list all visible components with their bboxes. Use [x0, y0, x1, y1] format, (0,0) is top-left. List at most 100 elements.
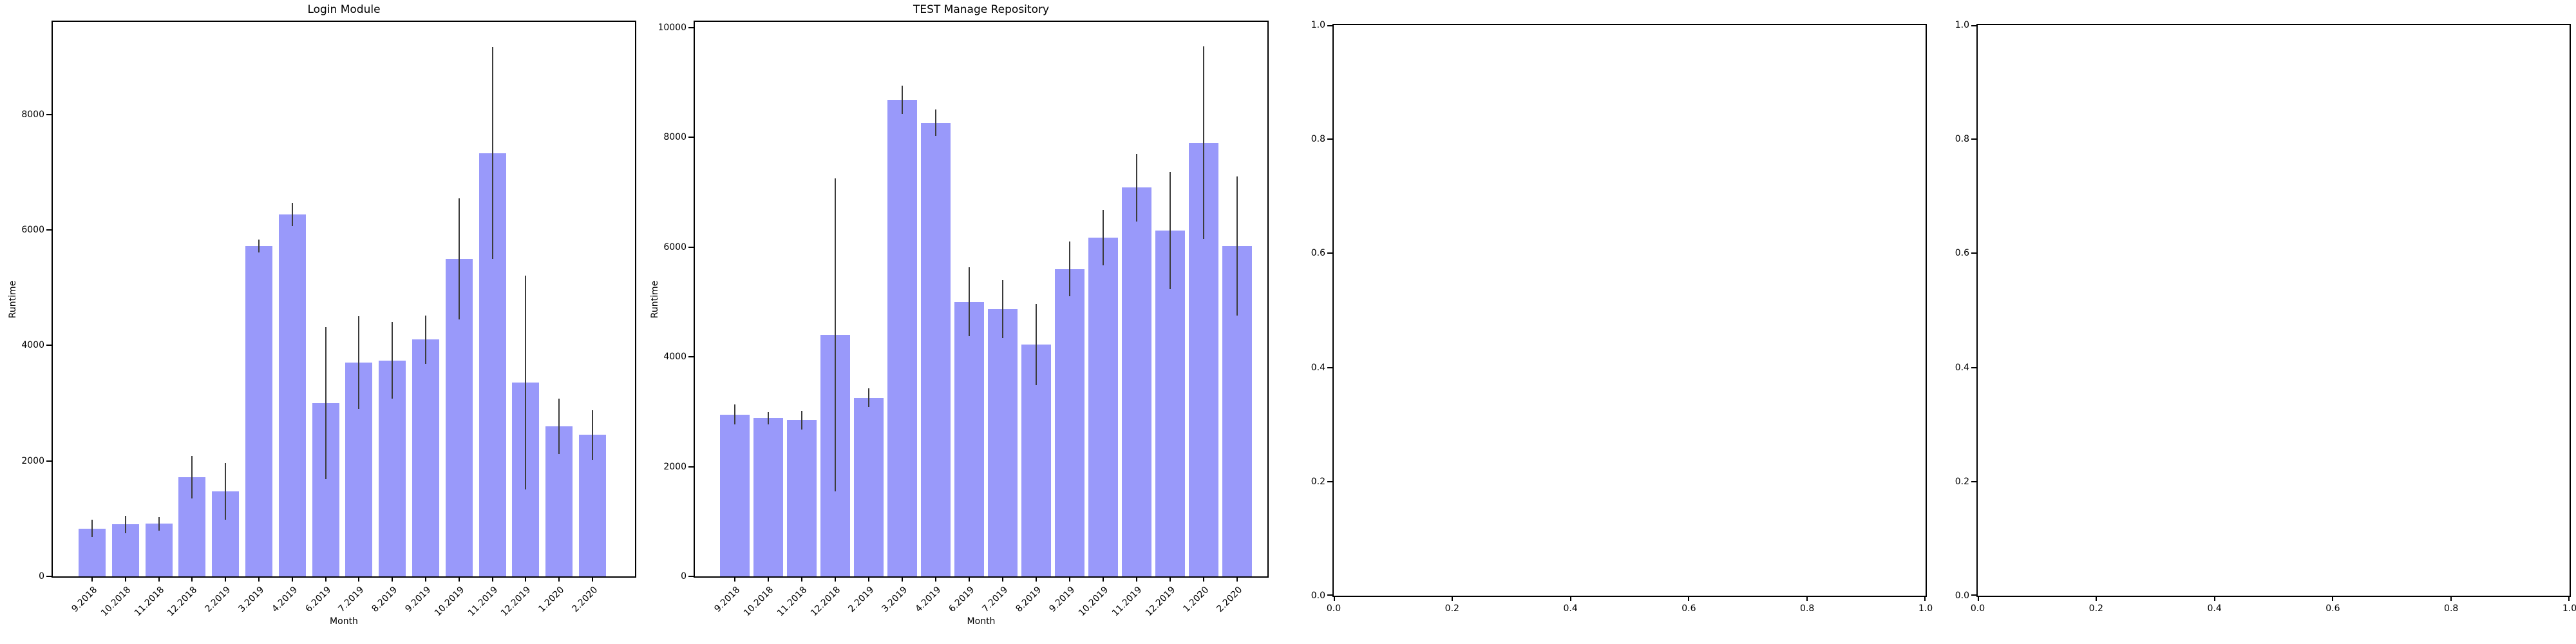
bar: [412, 339, 439, 576]
error-bar: [491, 47, 493, 259]
subplot-empty-3: 0.0 0.2 0.4 0.6 0.8 1.0 0.0 0.2 0.4 0.6 0.8 1.0: [1311, 20, 1933, 614]
error-bar: [258, 240, 260, 252]
error-bar: [835, 178, 836, 491]
x-tick-label-text: 6.2019: [947, 585, 977, 614]
x-tick-label: 0.8: [1800, 603, 1815, 614]
x-tick-mark: [1924, 596, 1926, 601]
x-tick-mark: [2095, 596, 2097, 601]
bar: [988, 308, 1018, 576]
y-tick-mark: [1971, 480, 1976, 482]
x-tick-label-text: 4.2019: [270, 585, 300, 614]
y-tick-mark: [46, 345, 52, 346]
x-tick-mark: [1236, 576, 1238, 582]
x-tick-mark: [1569, 596, 1571, 601]
x-tick-label-text: 3.2019: [880, 585, 910, 614]
x-tick-label: 1.0: [1918, 603, 1933, 614]
y-tick-mark: [1971, 138, 1976, 140]
subplot-login-module: Login Module Runtime 0 2000 4000 6000 8000 9.…: [8, 3, 636, 627]
x-tick-label-text: 10.2018: [99, 585, 133, 619]
y-tick-label: 4000: [663, 352, 687, 362]
x-tick-mark: [801, 576, 802, 582]
x-tick-mark: [969, 576, 970, 582]
error-bar: [392, 322, 393, 399]
error-bar: [768, 412, 769, 424]
error-bar: [158, 516, 160, 531]
x-tick-mark: [1036, 576, 1037, 582]
x-tick-label: 1.0: [2562, 603, 2576, 614]
y-tick-label: 0.6: [1311, 248, 1325, 259]
y-tick-label: 0: [681, 571, 687, 582]
plot-area: 0.0 0.2 0.4 0.6 0.8 1.0 0.0 0.2 0.4 0.6 0.8 1.0: [1311, 20, 1933, 614]
x-tick-mark: [425, 576, 426, 582]
x-tick-label-text: 1.2020: [1181, 585, 1211, 614]
y-tick-label: 6000: [663, 242, 687, 252]
y-tick-label: 2000: [663, 461, 687, 472]
x-tick-mark: [935, 576, 936, 582]
y-tick-mark: [1327, 366, 1332, 368]
x-tick-mark: [525, 576, 527, 582]
error-bar: [1236, 176, 1238, 316]
x-tick-label-text: 3.2019: [236, 585, 267, 614]
y-axis-label: Runtime: [650, 280, 660, 318]
x-tick-label-text: 2.2020: [570, 585, 600, 614]
error-bar: [91, 520, 93, 537]
x-tick-mark: [1002, 576, 1003, 582]
x-tick-label: 0.0: [1326, 603, 1341, 614]
y-tick-mark: [688, 576, 694, 577]
y-tick-label: 10000: [658, 22, 687, 33]
y-tick-label: 0.4: [1311, 362, 1325, 373]
x-tick-label: 0.8: [2444, 603, 2459, 614]
x-tick-label-text: 11.2019: [466, 585, 500, 619]
y-tick-label: 4000: [21, 340, 44, 351]
bar: [854, 397, 884, 576]
x-tick-mark: [1806, 596, 1808, 601]
y-tick-mark: [46, 576, 52, 577]
x-tick-label-text: 10.2019: [1077, 585, 1111, 619]
x-tick-label-text: 2.2019: [203, 585, 233, 614]
x-tick-label-text: 2.2020: [1215, 585, 1245, 614]
bar: [720, 414, 750, 576]
bar: [1055, 269, 1084, 576]
x-tick-mark: [1203, 576, 1204, 582]
y-tick-mark: [688, 246, 694, 248]
y-tick-mark: [1327, 594, 1332, 596]
y-tick-label: 8000: [21, 109, 44, 120]
x-tick-label-text: 9.2018: [712, 585, 743, 614]
x-tick-mark: [868, 576, 869, 582]
y-tick-mark: [46, 460, 52, 462]
bar: [887, 100, 917, 576]
error-bar: [425, 315, 426, 364]
y-tick-mark: [1971, 366, 1976, 368]
error-bar: [1103, 210, 1104, 265]
x-tick-mark: [592, 576, 593, 582]
y-tick-mark: [688, 26, 694, 28]
bar: [1088, 238, 1118, 576]
x-tick-mark: [1978, 596, 1979, 601]
x-tick-label-text: 2.2019: [846, 585, 876, 614]
plot-area: 0.0 0.2 0.4 0.6 0.8 1.0 0.0 0.2 0.4 0.6 0.8 1.0: [1955, 20, 2576, 614]
error-bar: [868, 388, 869, 408]
y-tick-mark: [1327, 252, 1332, 254]
bar: [954, 301, 984, 576]
x-tick-label-text: 12.2018: [166, 585, 200, 619]
x-tick-mark: [291, 576, 293, 582]
y-tick-label: 0.2: [1955, 476, 1969, 487]
x-tick-mark: [2332, 596, 2334, 601]
x-tick-mark: [124, 576, 126, 582]
x-axis-label: Month: [330, 616, 358, 627]
error-bar: [458, 198, 460, 319]
y-tick-label: 1.0: [1955, 20, 1969, 30]
x-tick-label: 0.6: [1681, 603, 1696, 614]
error-bar: [291, 202, 293, 226]
error-bar: [1170, 171, 1171, 290]
x-tick-mark: [358, 576, 360, 582]
x-tick-label: 0.6: [2325, 603, 2340, 614]
x-tick-mark: [1069, 576, 1070, 582]
y-tick-mark: [1327, 480, 1332, 482]
subplot-empty-4: 0.0 0.2 0.4 0.6 0.8 1.0 0.0 0.2 0.4 0.6 0.8 1.0: [1955, 20, 2576, 614]
x-tick-mark: [768, 576, 769, 582]
error-bar: [902, 85, 903, 115]
error-bar: [1069, 241, 1070, 297]
x-tick-mark: [225, 576, 227, 582]
